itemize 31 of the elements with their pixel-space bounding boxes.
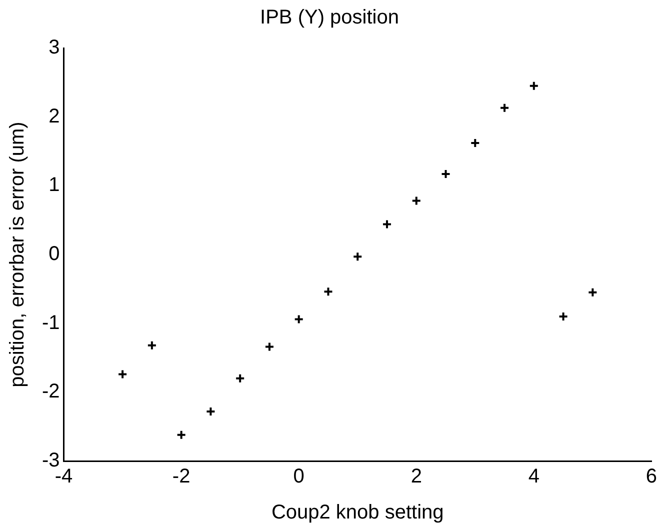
point	[118, 369, 128, 380]
point	[323, 286, 334, 297]
y-tick-label: -2	[42, 380, 60, 403]
point	[352, 252, 363, 262]
point	[176, 430, 186, 440]
x-tick-label: 4	[528, 466, 540, 488]
y-tick-label: -1	[42, 312, 60, 334]
y-tick-label: 0	[48, 243, 60, 266]
point	[206, 406, 216, 416]
x-tick-label: -2	[172, 466, 190, 488]
y-tick-label: 3	[48, 36, 60, 59]
point	[294, 314, 304, 324]
point	[382, 219, 392, 230]
point	[500, 102, 510, 113]
y-tick-label: 1	[48, 174, 60, 196]
chart-title: IPB (Y) position	[260, 6, 399, 29]
y-axis-title: position, errorbar is error (um)	[6, 122, 29, 388]
y-tick-label: 2	[48, 105, 60, 128]
x-tick-label: 2	[410, 466, 422, 488]
point	[264, 342, 274, 352]
x-axis-title: Coup2 knob setting	[271, 502, 444, 524]
point	[588, 287, 598, 298]
point	[528, 80, 539, 91]
point	[235, 373, 246, 384]
point	[411, 196, 422, 206]
point	[440, 168, 451, 179]
point	[558, 311, 568, 322]
point	[470, 138, 480, 148]
x-tick-label: 0	[293, 466, 304, 488]
point	[146, 340, 157, 350]
x-tick-label: 6	[646, 466, 657, 488]
